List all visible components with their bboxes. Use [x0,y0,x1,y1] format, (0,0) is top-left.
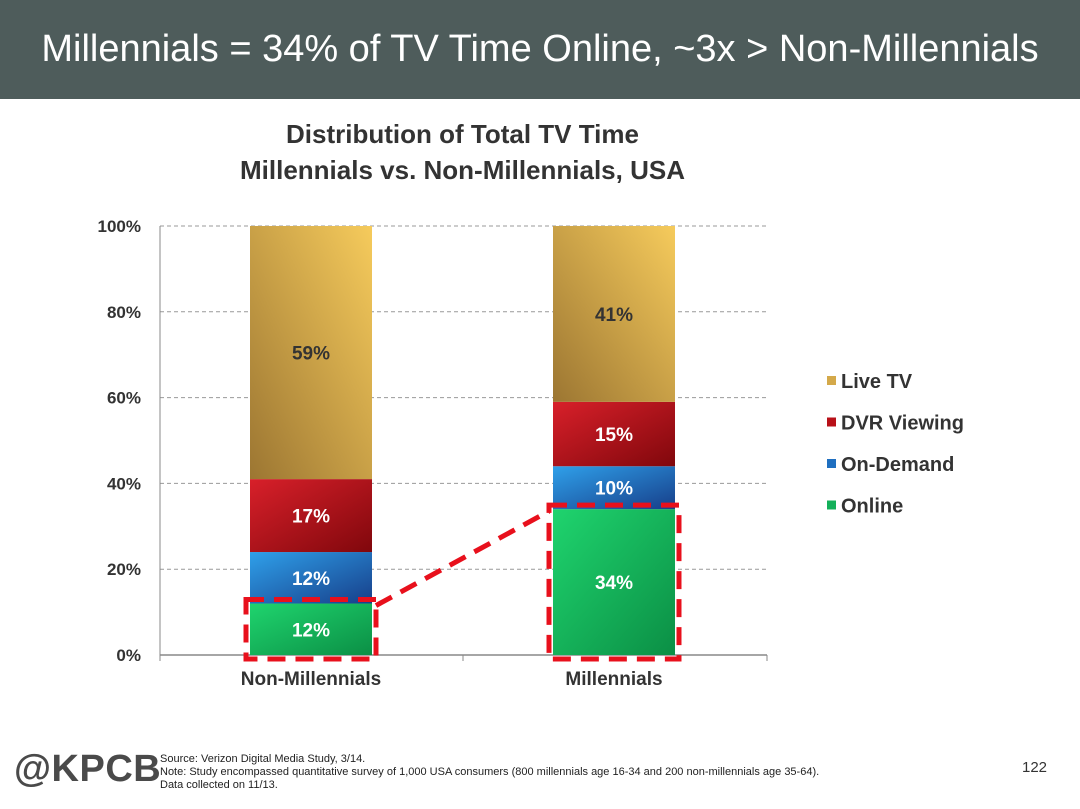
data-label-live-tv-non-millennials: 59% [292,344,330,365]
legend-label-on-demand: On-Demand [841,454,954,476]
legend-label-dvr-viewing: DVR Viewing [841,413,964,435]
y-tick-label: 80% [107,303,141,322]
data-collection-note: Data collected on 11/13. [160,779,278,791]
y-tick-label: 100% [98,217,141,236]
data-label-on-demand-millennials: 10% [595,479,633,500]
legend-swatch-on-demand [827,459,836,468]
data-label-online-millennials: 34% [595,573,633,594]
bar-online-non-millennials [250,603,372,655]
y-tick-label: 40% [107,474,141,493]
kpcb-logo: @KPCB [14,748,162,790]
chart-title: Distribution of Total TV Time [286,119,639,149]
bar-on-demand-millennials [553,466,675,510]
page-number: 122 [1022,759,1048,776]
data-label-on-demand-non-millennials: 12% [292,569,330,590]
legend-swatch-online [827,500,836,510]
legend-label-online: Online [841,496,903,518]
data-label-dvr-viewing-non-millennials: 17% [292,507,330,528]
highlight-connector [374,508,551,608]
legend-swatch-dvr-viewing [827,417,836,427]
chart-subtitle: Millennials vs. Non-Millennials, USA [240,155,685,185]
data-label-live-tv-millennials: 41% [595,305,633,326]
y-tick-label: 0% [116,646,141,665]
y-tick-label: 20% [107,560,141,579]
data-label-dvr-viewing-millennials: 15% [595,425,633,446]
bar-dvr-viewing-millennials [553,401,675,467]
legend-swatch-live-tv [827,376,836,385]
highlight-outline [243,597,379,662]
x-tick-label-non-millennials: Non-Millennials [241,669,381,690]
bar-on-demand-non-millennials [250,552,372,604]
bar-live-tv-non-millennials [250,226,372,480]
legend-label-live-tv: Live TV [841,371,913,393]
highlight-outline [546,502,682,662]
bar-dvr-viewing-non-millennials [250,479,372,553]
source-note: Source: Verizon Digital Media Study, 3/1… [160,753,366,765]
bar-online-millennials [553,509,675,655]
study-note: Note: Study encompassed quantitative sur… [160,766,820,778]
x-tick-label-millennials: Millennials [565,669,662,690]
slide-header: Millennials = 34% of TV Time Online, ~3x… [0,0,1080,99]
data-label-online-non-millennials: 12% [292,620,330,641]
y-tick-label: 60% [107,389,141,408]
bar-live-tv-millennials [553,226,675,402]
source-notes: Source: Verizon Digital Media Study, 3/1… [160,753,940,792]
slide-title: Millennials = 34% of TV Time Online, ~3x… [41,28,1039,70]
